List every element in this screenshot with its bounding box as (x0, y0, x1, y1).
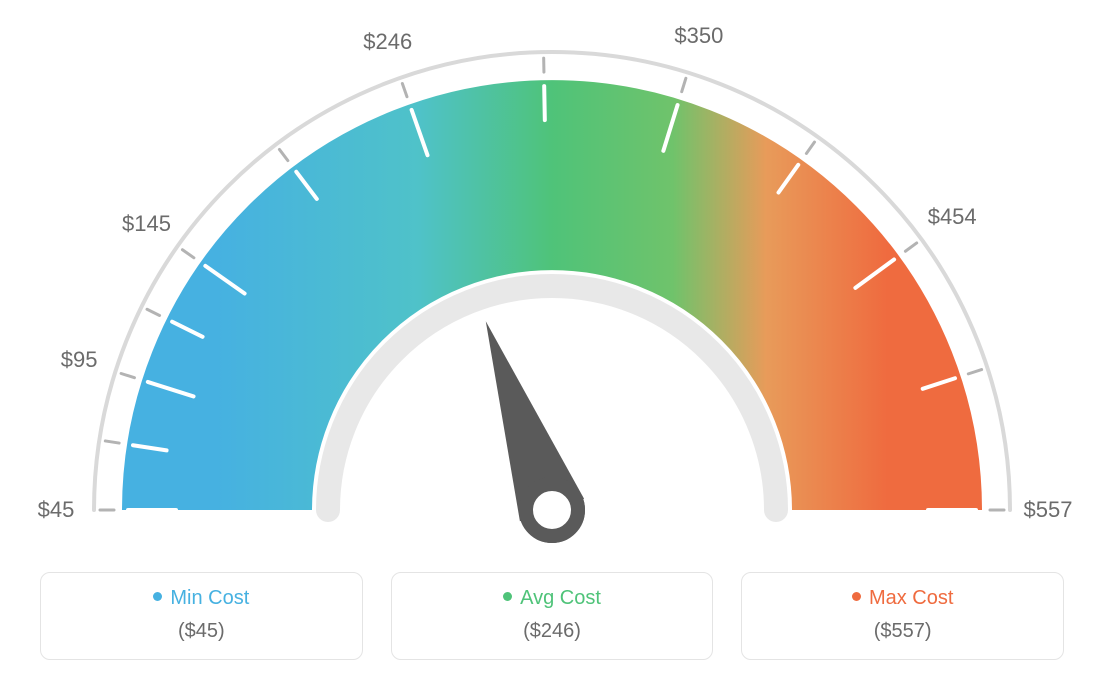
legend-value-min: ($45) (41, 620, 362, 643)
legend-title-max: Max Cost (742, 587, 1063, 610)
legend-title-min: Min Cost (41, 587, 362, 610)
legend-card-max: Max Cost ($557) (741, 572, 1064, 660)
legend-dot-min (153, 592, 162, 601)
gauge-tick-label: $350 (674, 23, 723, 49)
legend-title-avg: Avg Cost (392, 587, 713, 610)
gauge-area: $45 $95 $145 $246 $350 $454 $557 (0, 0, 1104, 560)
legend-value-avg: ($246) (392, 620, 713, 643)
legend-value-max: ($557) (742, 620, 1063, 643)
gauge-tick-label: $557 (1024, 497, 1073, 523)
gauge-tick-label: $246 (363, 29, 412, 55)
gauge-svg (0, 0, 1104, 560)
legend-card-min: Min Cost ($45) (40, 572, 363, 660)
gauge-tick-label: $454 (928, 204, 977, 230)
gauge-tick-label: $45 (38, 497, 75, 523)
legend-title-avg-text: Avg Cost (520, 587, 601, 609)
legend-dot-avg (503, 592, 512, 601)
legend-row: Min Cost ($45) Avg Cost ($246) Max Cost … (40, 572, 1064, 660)
gauge-tick-label: $95 (61, 347, 98, 373)
legend-title-min-text: Min Cost (170, 587, 249, 609)
legend-dot-max (852, 592, 861, 601)
gauge-tick-label: $145 (122, 211, 171, 237)
legend-card-avg: Avg Cost ($246) (391, 572, 714, 660)
gauge-chart-container: $45 $95 $145 $246 $350 $454 $557 Min Cost ($45… (0, 0, 1104, 690)
legend-title-max-text: Max Cost (869, 587, 953, 609)
